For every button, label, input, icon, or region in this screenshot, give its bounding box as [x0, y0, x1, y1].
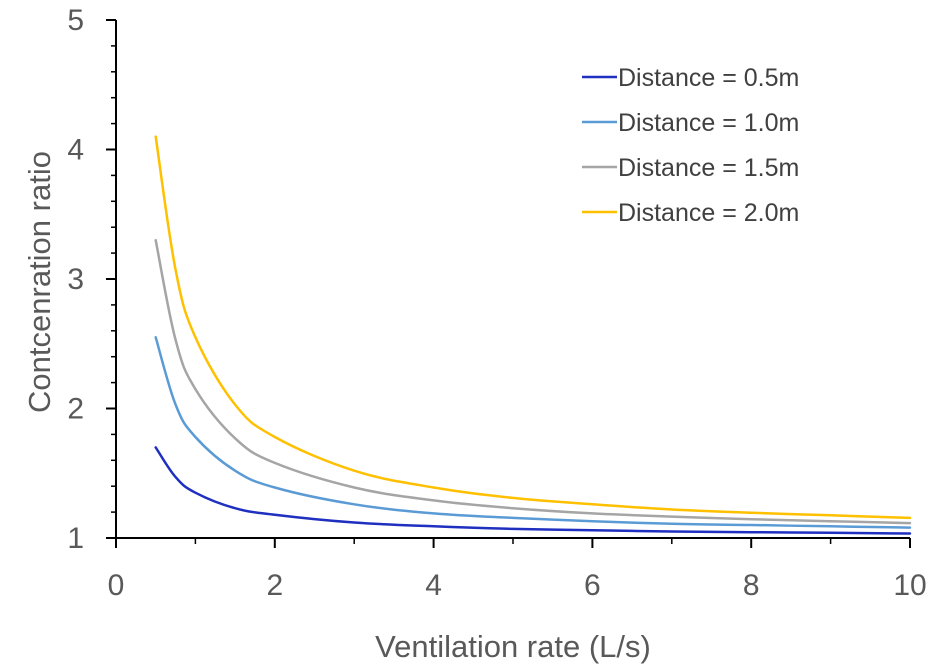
x-tick-label: 4: [425, 569, 442, 602]
x-tick-label: 6: [584, 569, 601, 602]
legend-label-4: Distance = 2.0m: [618, 199, 799, 227]
x-tick-label: 10: [893, 569, 926, 602]
legend-label-2: Distance = 1.0m: [618, 109, 799, 137]
series-line-2: [154, 336, 912, 529]
x-tick-label: 2: [266, 569, 283, 602]
series-line-1: [154, 446, 912, 535]
y-tick-label: 2: [67, 393, 84, 426]
y-tick-label: 4: [67, 134, 84, 167]
plot-lines: [154, 135, 912, 535]
y-axis-title: Contcenration ratio: [22, 151, 57, 413]
legend-label-1: Distance = 0.5m: [618, 64, 799, 92]
y-tick-label: 3: [67, 263, 84, 296]
axes: 1 2 3 4 5 0 2 4 6 8 10: [67, 4, 926, 602]
series-line-3: [154, 238, 912, 525]
y-tick-label: 5: [67, 4, 84, 37]
legend: Distance = 0.5m Distance = 1.0m Distance =…: [582, 64, 799, 227]
x-tick-label: 0: [108, 569, 125, 602]
y-tick-label: 1: [67, 522, 84, 555]
x-axis-title: Ventilation rate (L/s): [375, 629, 651, 664]
series-line-4: [154, 135, 912, 520]
x-tick-label: 8: [743, 569, 760, 602]
legend-label-3: Distance = 1.5m: [618, 154, 799, 182]
